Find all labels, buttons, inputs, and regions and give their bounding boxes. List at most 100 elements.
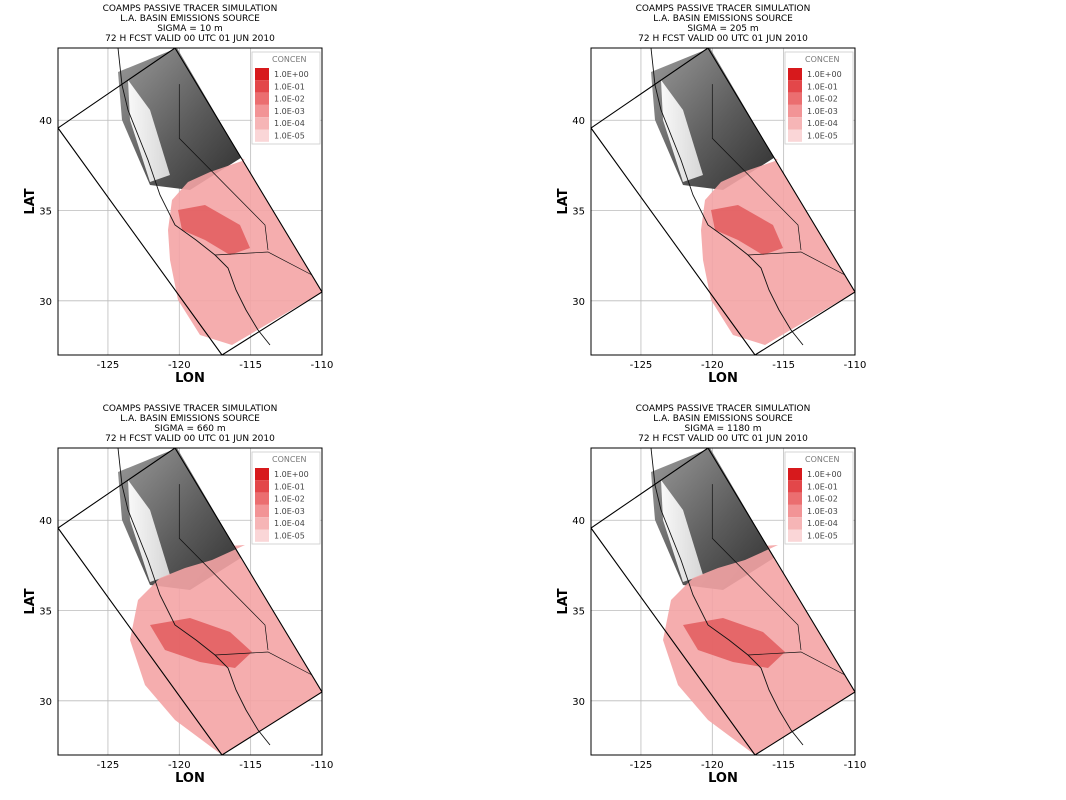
x-axis-label: LON	[708, 771, 738, 786]
legend-swatch	[788, 468, 802, 481]
legend-swatch	[788, 129, 802, 142]
legend-swatch	[255, 504, 269, 518]
legend-title: CONCEN	[272, 455, 307, 464]
x-tick-label: -120	[701, 760, 724, 771]
international-border	[214, 651, 313, 676]
legend-label: 1.0E+00	[274, 70, 309, 79]
x-tick-label: -120	[168, 760, 191, 771]
y-axis-label: LAT	[556, 188, 571, 214]
legend-label: 1.0E-02	[274, 95, 305, 104]
legend-label: 1.0E-04	[274, 119, 305, 128]
legend-swatch	[788, 92, 802, 105]
legend-swatch	[788, 68, 802, 81]
legend-label: 1.0E-03	[274, 107, 305, 116]
coastline	[650, 448, 804, 746]
x-tick-label: -125	[630, 360, 653, 371]
y-tick-label: 40	[39, 516, 52, 527]
legend-swatch	[788, 104, 802, 118]
y-tick-label: 35	[572, 207, 585, 218]
state-border	[711, 84, 802, 251]
y-axis-label: LAT	[23, 588, 38, 614]
x-tick-label: -125	[630, 760, 653, 771]
panel-title-line: SIGMA = 660 m	[154, 424, 225, 434]
tracer-plume	[701, 157, 855, 345]
international-border	[747, 651, 846, 676]
tracer-plume-core	[683, 618, 785, 668]
legend-label: 1.0E-01	[274, 482, 305, 491]
panel-title-line: SIGMA = 1180 m	[684, 424, 761, 434]
legend-label: 1.0E-05	[274, 532, 305, 541]
legend-swatch	[788, 517, 802, 530]
state-border	[711, 484, 802, 651]
panel-title-line: COAMPS PASSIVE TRACER SIMULATION	[636, 4, 811, 14]
legend-label: 1.0E-02	[274, 495, 305, 504]
x-tick-label: -115	[239, 760, 262, 771]
y-tick-label: 35	[39, 607, 52, 618]
model-domain-outline	[58, 48, 322, 355]
panel-title-line: COAMPS PASSIVE TRACER SIMULATION	[103, 404, 278, 414]
x-axis-label: LON	[175, 771, 205, 786]
legend-label: 1.0E-04	[807, 519, 838, 528]
y-tick-label: 40	[572, 516, 585, 527]
x-tick-label: -110	[844, 360, 867, 371]
x-tick-label: -120	[168, 360, 191, 371]
panel-title-line: SIGMA = 10 m	[157, 24, 223, 34]
legend-swatch	[788, 480, 802, 493]
legend-swatch	[255, 517, 269, 530]
international-border	[214, 251, 313, 276]
x-tick-label: -110	[311, 360, 334, 371]
legend-label: 1.0E-05	[807, 132, 838, 141]
legend-swatch	[255, 480, 269, 493]
model-domain-outline	[591, 48, 855, 355]
x-tick-label: -110	[311, 760, 334, 771]
panel-title-line: 72 H FCST VALID 00 UTC 01 JUN 2010	[638, 34, 808, 44]
central-valley	[661, 80, 703, 182]
coastline	[117, 448, 271, 746]
state-border	[178, 84, 269, 251]
x-tick-label: -115	[239, 360, 262, 371]
panel-title-line: L.A. BASIN EMISSIONS SOURCE	[653, 414, 793, 424]
legend-swatch	[788, 504, 802, 518]
legend-label: 1.0E-01	[807, 82, 838, 91]
legend-label: 1.0E-03	[807, 507, 838, 516]
legend-title: CONCEN	[805, 55, 840, 64]
y-tick-label: 30	[572, 297, 585, 308]
panel-title-line: L.A. BASIN EMISSIONS SOURCE	[120, 14, 260, 24]
legend-label: 1.0E-02	[807, 495, 838, 504]
legend-label: 1.0E+00	[807, 470, 842, 479]
legend-label: 1.0E+00	[274, 470, 309, 479]
panel-title-line: L.A. BASIN EMISSIONS SOURCE	[653, 14, 793, 24]
legend-swatch	[255, 468, 269, 481]
tracer-plume	[168, 157, 322, 345]
x-tick-label: -115	[772, 360, 795, 371]
legend-swatch	[788, 117, 802, 130]
x-tick-label: -125	[97, 360, 120, 371]
legend-swatch	[255, 68, 269, 81]
y-tick-label: 30	[39, 697, 52, 708]
legend-swatch	[255, 117, 269, 130]
panel-title-line: L.A. BASIN EMISSIONS SOURCE	[120, 414, 260, 424]
legend-swatch	[255, 492, 269, 505]
tracer-plume-core	[711, 205, 783, 255]
legend-swatch	[788, 80, 802, 93]
y-tick-label: 35	[572, 607, 585, 618]
legend-label: 1.0E-01	[274, 82, 305, 91]
legend-title: CONCEN	[272, 55, 307, 64]
state-border	[178, 484, 269, 651]
panel-title-line: 72 H FCST VALID 00 UTC 01 JUN 2010	[105, 34, 275, 44]
coastline	[650, 48, 804, 346]
legend-swatch	[788, 529, 802, 542]
central-valley	[128, 480, 170, 582]
panel-title-line: 72 H FCST VALID 00 UTC 01 JUN 2010	[638, 434, 808, 444]
model-domain-outline	[58, 448, 322, 755]
x-tick-label: -115	[772, 760, 795, 771]
legend-title: CONCEN	[805, 455, 840, 464]
x-tick-label: -110	[844, 760, 867, 771]
legend-label: 1.0E-03	[274, 507, 305, 516]
coastline	[117, 48, 271, 346]
legend-label: 1.0E-01	[807, 482, 838, 491]
x-tick-label: -120	[701, 360, 724, 371]
